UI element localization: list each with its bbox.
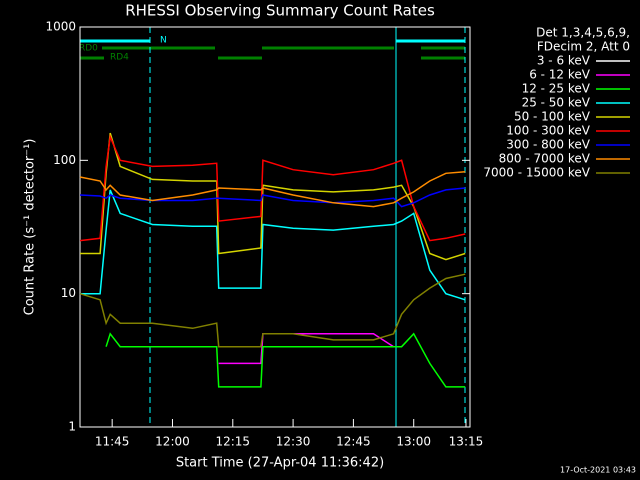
- legend-label: 25 - 50 keV: [522, 96, 591, 110]
- series-line: [79, 273, 466, 348]
- x-tick-label: 12:00: [155, 435, 190, 449]
- x-tick-label: 12:45: [336, 435, 371, 449]
- flag-label: N: [160, 36, 167, 46]
- flag-label: RD0: [79, 44, 98, 54]
- x-axis-label: Start Time (27-Apr-04 11:36:42): [176, 456, 384, 471]
- y-tick-label: 100: [53, 153, 76, 167]
- legend-label: 800 - 7000 keV: [499, 152, 591, 166]
- series-line: [79, 171, 466, 208]
- series-line: [79, 187, 466, 208]
- footer: 17-Oct-2021 03:43: [560, 466, 636, 475]
- legend-label: 6 - 12 keV: [529, 68, 591, 82]
- legend-label: 300 - 800 keV: [506, 138, 590, 152]
- legend-label: 50 - 100 keV: [514, 110, 591, 124]
- plot-frame: [79, 26, 471, 428]
- x-tick-label: 12:30: [276, 435, 311, 449]
- series-line: [218, 386, 334, 405]
- legend-header: Det 1,3,4,5,6,9,: [536, 26, 630, 40]
- y-axis-label: Count Rate (s⁻¹ detector⁻¹): [23, 139, 38, 316]
- legend-label: 12 - 25 keV: [522, 82, 591, 96]
- legend-label: 7000 - 15000 keV: [483, 166, 590, 180]
- y-tick-label: 1: [68, 420, 76, 434]
- series-line: [80, 189, 466, 301]
- series-line: [105, 332, 466, 388]
- x-tick-label: 11:45: [95, 435, 130, 449]
- y-tick-label: 10: [61, 286, 76, 300]
- legend-label: 100 - 300 keV: [506, 124, 590, 138]
- x-tick-label: 12:15: [215, 435, 250, 449]
- flag-label: RD4: [110, 53, 129, 63]
- x-tick-label: 13:15: [449, 435, 484, 449]
- x-tick-label: 13:00: [396, 435, 431, 449]
- y-tick-label: 1000: [45, 20, 76, 34]
- chart-title: RHESSI Observing Summary Count Rates: [125, 2, 435, 20]
- legend-label: 3 - 6 keV: [537, 54, 591, 68]
- legend-header: FDecim 2, Att 0: [537, 40, 630, 54]
